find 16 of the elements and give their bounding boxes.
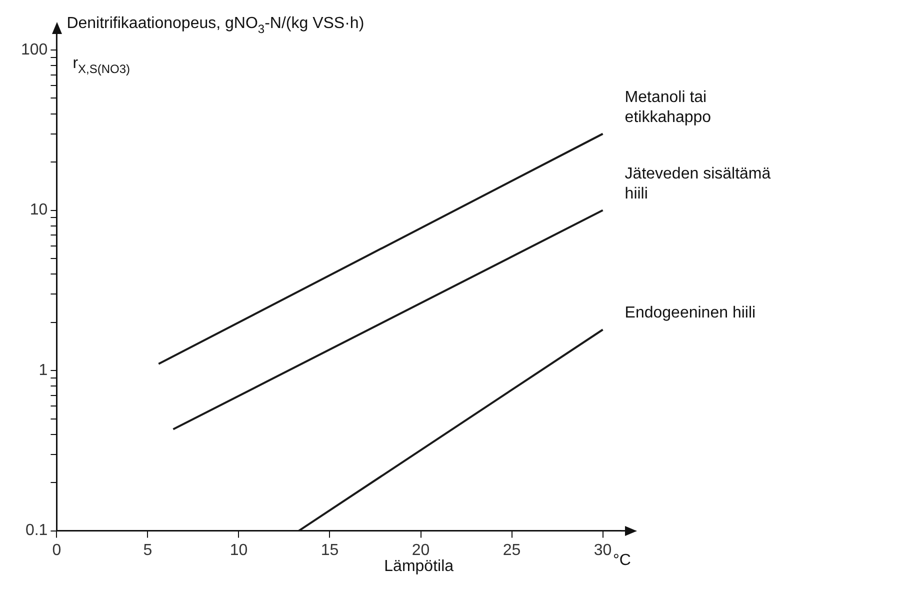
x-tick-label: 0 — [52, 542, 62, 559]
x-tick-label: 15 — [320, 542, 339, 559]
x-tick-label: 5 — [143, 542, 152, 559]
x-axis-title: Lämpötila — [384, 558, 454, 576]
x-tick-label: 30 — [594, 542, 612, 559]
x-tick-label: 10 — [230, 542, 248, 559]
series-label: Jäteveden sisältämä hiili — [624, 165, 771, 202]
y-tick-label: 1 — [38, 362, 48, 379]
series-label: Metanoli tai etikkahappo — [624, 88, 712, 126]
x-tick-label: 20 — [412, 542, 430, 559]
y-tick-label: 100 — [20, 41, 48, 58]
y-tick-label: 0.1 — [25, 522, 48, 540]
series-label: Endogeeninen hiili — [624, 304, 756, 322]
x-tick-label: 25 — [502, 542, 521, 559]
text: °C — [613, 552, 631, 569]
y-tick-label: 10 — [30, 202, 48, 219]
